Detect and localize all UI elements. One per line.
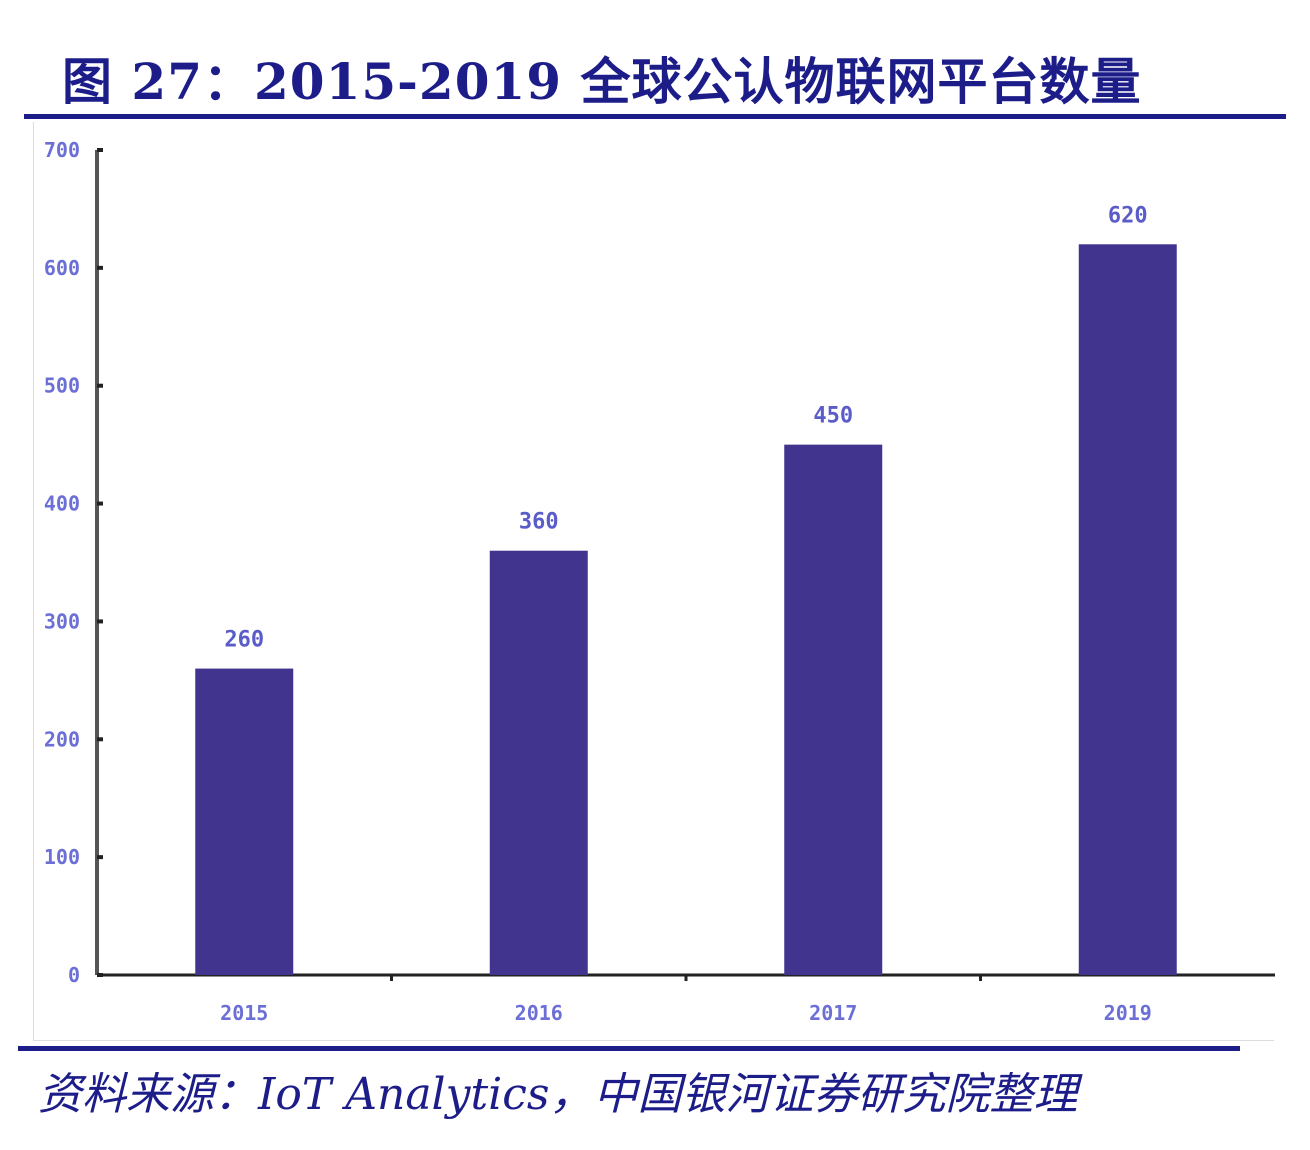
source-note: 资料来源：IoT Analytics，中国银河证券研究院整理 [38, 1069, 1078, 1120]
y-tick-label: 300 [44, 609, 80, 633]
bar-2019 [1078, 244, 1177, 976]
y-tick-label: 500 [44, 374, 80, 398]
y-tick-label: 200 [44, 727, 80, 751]
x-tick-label: 2019 [1104, 1001, 1152, 1025]
data-label: 450 [813, 404, 853, 429]
y-tick-label: 400 [44, 492, 80, 516]
y-tick-label: 0 [68, 963, 80, 987]
bar-2016 [489, 550, 588, 975]
bar-2015 [195, 668, 294, 975]
x-tick-label: 2015 [220, 1001, 268, 1025]
bar-2017 [784, 444, 883, 976]
data-label: 360 [519, 510, 559, 535]
x-tick-label: 2016 [515, 1001, 563, 1025]
y-tick-label: 100 [44, 845, 80, 869]
y-tick-label: 600 [44, 256, 80, 280]
data-label: 260 [224, 628, 264, 653]
data-label: 620 [1108, 203, 1148, 228]
chart-title: 图 27：2015-2019 全球公认物联网平台数量 [62, 52, 1142, 111]
title-divider [24, 114, 1286, 119]
y-tick-label: 700 [44, 138, 80, 162]
source-divider [18, 1046, 1240, 1051]
x-tick-label: 2017 [809, 1001, 857, 1025]
plot-frame [33, 122, 1274, 1041]
